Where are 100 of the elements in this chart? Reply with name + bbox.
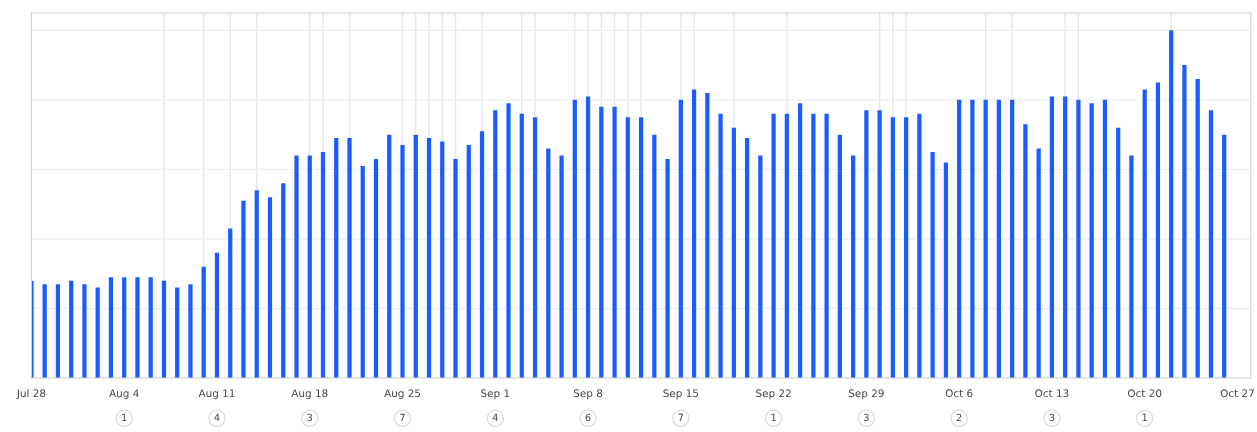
bar bbox=[122, 277, 127, 378]
bar bbox=[957, 99, 962, 378]
x-tick-label: Sep 22 bbox=[756, 389, 791, 400]
bar bbox=[784, 113, 789, 378]
x-tick-label: Sep 8 bbox=[573, 389, 603, 400]
bar bbox=[824, 113, 829, 378]
bar bbox=[970, 99, 975, 378]
bar bbox=[188, 284, 193, 378]
bar bbox=[31, 280, 34, 378]
bar bbox=[652, 134, 657, 378]
x-tick-label: Sep 15 bbox=[663, 389, 699, 400]
bar bbox=[241, 200, 246, 378]
bar bbox=[890, 117, 895, 378]
text: 7 bbox=[678, 413, 684, 421]
bar bbox=[546, 148, 551, 378]
bar bbox=[837, 134, 842, 378]
bar bbox=[373, 158, 379, 378]
bar bbox=[201, 266, 206, 378]
bar bbox=[135, 277, 140, 378]
bar bbox=[811, 113, 816, 378]
bar bbox=[42, 284, 47, 378]
x-tick-label: Aug 4 bbox=[109, 389, 139, 400]
bar bbox=[1155, 82, 1161, 378]
x-tick-label: Oct 6 bbox=[945, 389, 973, 398]
bar bbox=[917, 113, 922, 378]
bar bbox=[506, 103, 511, 378]
bar bbox=[625, 117, 630, 378]
text: 4 bbox=[492, 413, 498, 421]
bar bbox=[281, 183, 286, 378]
bar bbox=[532, 117, 538, 378]
bar bbox=[996, 99, 1002, 378]
bar bbox=[1222, 134, 1227, 378]
bar bbox=[612, 106, 617, 378]
bar bbox=[559, 155, 564, 378]
bar bbox=[1142, 89, 1147, 378]
bar bbox=[1169, 30, 1174, 378]
bar bbox=[904, 117, 909, 378]
text: 3 bbox=[307, 413, 313, 422]
bar bbox=[1116, 127, 1121, 378]
bar bbox=[267, 197, 273, 378]
bar bbox=[864, 110, 869, 378]
text: 1 bbox=[122, 413, 127, 421]
bar bbox=[877, 110, 882, 378]
x-tick-label: Oct 27 bbox=[1220, 389, 1254, 398]
bar bbox=[453, 158, 458, 378]
x-tick-label: Sep 29 bbox=[848, 389, 884, 400]
bar bbox=[665, 158, 670, 378]
bar bbox=[387, 134, 392, 378]
bar bbox=[731, 127, 736, 378]
bar bbox=[254, 190, 259, 378]
bar bbox=[943, 162, 949, 378]
bar bbox=[228, 228, 233, 378]
bar bbox=[493, 110, 498, 378]
x-tick-label: Aug 11 bbox=[198, 389, 235, 400]
bar bbox=[161, 280, 167, 378]
bar bbox=[599, 106, 604, 378]
bar bbox=[320, 152, 326, 378]
bar bbox=[466, 145, 471, 378]
bar bbox=[1129, 155, 1134, 378]
text: 6 bbox=[585, 413, 591, 422]
bar bbox=[413, 134, 418, 378]
text: 7 bbox=[400, 413, 405, 421]
text: 4 bbox=[214, 413, 220, 421]
x-tick-label: Sep 1 bbox=[481, 389, 510, 400]
bar bbox=[426, 138, 432, 378]
bar bbox=[360, 165, 365, 378]
bar bbox=[347, 138, 352, 378]
bar bbox=[108, 277, 114, 378]
bar bbox=[771, 113, 776, 378]
bar bbox=[678, 99, 683, 378]
bar bbox=[440, 141, 445, 378]
bar bbox=[983, 99, 988, 378]
bar bbox=[585, 96, 591, 378]
bar bbox=[148, 277, 153, 378]
bar bbox=[758, 155, 763, 378]
bar bbox=[744, 138, 750, 378]
bar bbox=[1182, 65, 1187, 378]
bar bbox=[82, 284, 87, 378]
bar bbox=[519, 113, 524, 378]
bar bbox=[572, 99, 577, 378]
bar bbox=[1195, 79, 1200, 378]
x-tick-label: Oct 20 bbox=[1127, 389, 1162, 398]
x-tick-label: Aug 25 bbox=[384, 389, 421, 400]
text: 3 bbox=[1049, 413, 1055, 422]
bar bbox=[1089, 103, 1094, 378]
bar bbox=[294, 155, 299, 378]
bar bbox=[1010, 99, 1015, 378]
bar bbox=[1208, 110, 1214, 378]
bar bbox=[718, 113, 723, 378]
bar bbox=[1063, 96, 1068, 378]
text: 1 bbox=[771, 413, 776, 421]
bar bbox=[175, 287, 180, 378]
text: 3 bbox=[864, 413, 869, 422]
bar bbox=[797, 103, 803, 378]
x-tick-label: Aug 18 bbox=[291, 389, 328, 400]
bar bbox=[307, 155, 312, 378]
bar bbox=[638, 117, 644, 378]
bar bbox=[851, 155, 856, 378]
x-tick-label: Oct 13 bbox=[1035, 389, 1069, 398]
bar bbox=[1036, 148, 1041, 378]
